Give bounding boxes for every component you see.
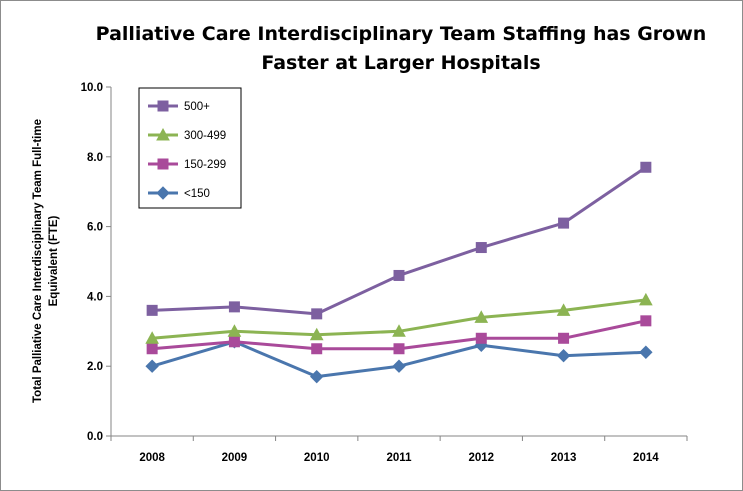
legend-marker <box>157 158 169 170</box>
x-tick-label: 2008 <box>139 452 165 464</box>
legend-box <box>138 87 242 209</box>
data-point-marker <box>393 343 405 355</box>
x-tick-label: 2011 <box>387 452 413 464</box>
legend-marker <box>156 186 170 200</box>
data-point-marker <box>145 331 159 344</box>
legend-label: 150-299 <box>184 159 226 171</box>
plot-area: 0.0 2.0 4.0 6.0 8.0 10.0 2008 2009 2010 2011 2012 2… <box>81 82 688 464</box>
y-tick-label: 4.0 <box>87 291 103 303</box>
y-tick-label: 0.0 <box>87 431 103 443</box>
data-point-marker <box>556 349 571 363</box>
y-axis-label-line-1: Total Palliative Care Interdisciplinary … <box>32 119 44 403</box>
y-tick-label: 6.0 <box>87 222 103 234</box>
data-point-marker <box>311 343 323 355</box>
chart-title-line-1: Palliative Care Interdisciplinary Team S… <box>96 23 707 45</box>
y-tick-label: 10.0 <box>81 82 103 94</box>
data-point-marker <box>640 161 652 173</box>
data-point-marker <box>639 292 653 306</box>
legend-label: <150 <box>184 188 210 200</box>
legend-label: 300-499 <box>184 130 226 142</box>
data-point-marker <box>392 324 406 337</box>
data-point-marker <box>311 308 323 320</box>
data-point-marker <box>145 359 159 373</box>
data-point-marker <box>146 304 158 316</box>
x-tick-label: 2014 <box>633 452 659 464</box>
legend-label: 500+ <box>184 101 210 113</box>
data-point-marker <box>309 327 324 341</box>
data-point-marker <box>310 369 324 384</box>
data-point-marker <box>474 310 489 323</box>
x-tick-label: 2013 <box>551 452 577 464</box>
x-tick-label: 2009 <box>222 452 248 464</box>
data-point-marker <box>393 269 405 281</box>
y-axis-label-line-2: Equivalent (FTE) <box>48 215 60 306</box>
legend: 500+ 300-499 150-299 <150 <box>138 87 242 209</box>
data-point-marker <box>556 303 571 316</box>
data-point-marker <box>558 332 570 344</box>
data-point-marker <box>146 343 158 355</box>
data-point-marker <box>640 315 652 327</box>
data-point-marker <box>639 345 653 359</box>
chart-title-line-2: Faster at Larger Hospitals <box>261 52 540 74</box>
data-point-marker <box>475 332 487 344</box>
data-point-marker <box>392 359 406 373</box>
x-tick-label: 2010 <box>304 452 330 464</box>
data-point-marker <box>475 242 487 254</box>
data-point-marker <box>228 301 240 313</box>
data-point-marker <box>227 324 242 337</box>
legend-marker <box>156 127 170 141</box>
data-point-marker <box>228 336 240 348</box>
legend-marker <box>157 100 169 112</box>
y-tick-label: 8.0 <box>87 152 103 164</box>
y-tick-label: 2.0 <box>87 361 103 373</box>
data-point-marker <box>558 217 570 229</box>
x-tick-label: 2012 <box>468 452 494 464</box>
